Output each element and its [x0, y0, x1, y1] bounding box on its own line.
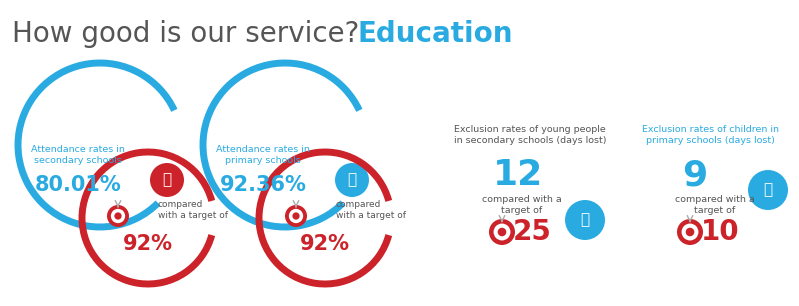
Text: 👍: 👍: [580, 212, 590, 227]
Circle shape: [494, 224, 511, 241]
Text: Attendance rates in
secondary schools: Attendance rates in secondary schools: [31, 145, 125, 165]
Circle shape: [498, 228, 507, 236]
Circle shape: [150, 163, 184, 197]
Text: 12: 12: [493, 158, 543, 192]
Text: Education: Education: [358, 20, 514, 48]
Text: compared with a
target of: compared with a target of: [482, 195, 562, 215]
Circle shape: [686, 228, 694, 236]
Circle shape: [748, 170, 788, 210]
Circle shape: [292, 212, 300, 220]
Text: Exclusion rates of young people
in secondary schools (days lost): Exclusion rates of young people in secon…: [454, 125, 606, 145]
Circle shape: [111, 209, 125, 223]
Text: 92%: 92%: [123, 234, 173, 254]
Circle shape: [289, 209, 303, 223]
Text: Attendance rates in
primary schools: Attendance rates in primary schools: [216, 145, 310, 165]
Text: 👍: 👍: [763, 182, 773, 197]
Text: compared
with a target of: compared with a target of: [158, 200, 228, 220]
Text: 25: 25: [513, 218, 551, 246]
Text: Exclusion rates of children in
primary schools (days lost): Exclusion rates of children in primary s…: [642, 125, 778, 145]
Circle shape: [682, 224, 698, 241]
Text: 92%: 92%: [300, 234, 350, 254]
Circle shape: [107, 205, 129, 227]
Text: 92.36%: 92.36%: [220, 175, 307, 195]
Text: 10: 10: [701, 218, 739, 246]
Text: compared with a
target of: compared with a target of: [675, 195, 755, 215]
Text: compared
with a target of: compared with a target of: [336, 200, 406, 220]
Text: How good is our service?: How good is our service?: [12, 20, 368, 48]
Text: 👎: 👎: [162, 173, 172, 188]
Circle shape: [565, 200, 605, 240]
Circle shape: [285, 205, 307, 227]
Text: 80.01%: 80.01%: [34, 175, 121, 195]
Circle shape: [335, 163, 369, 197]
Circle shape: [114, 212, 121, 220]
Text: 👍: 👍: [348, 173, 356, 188]
Text: 9: 9: [682, 158, 708, 192]
Circle shape: [489, 219, 515, 245]
Circle shape: [677, 219, 703, 245]
